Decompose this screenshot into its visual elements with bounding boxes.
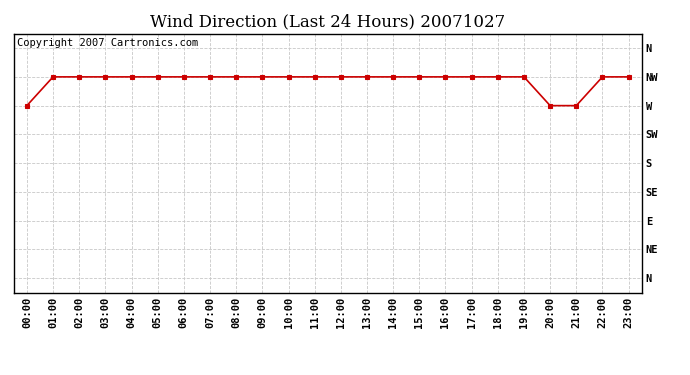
Title: Wind Direction (Last 24 Hours) 20071027: Wind Direction (Last 24 Hours) 20071027 xyxy=(150,14,505,31)
Text: Copyright 2007 Cartronics.com: Copyright 2007 Cartronics.com xyxy=(17,38,198,48)
